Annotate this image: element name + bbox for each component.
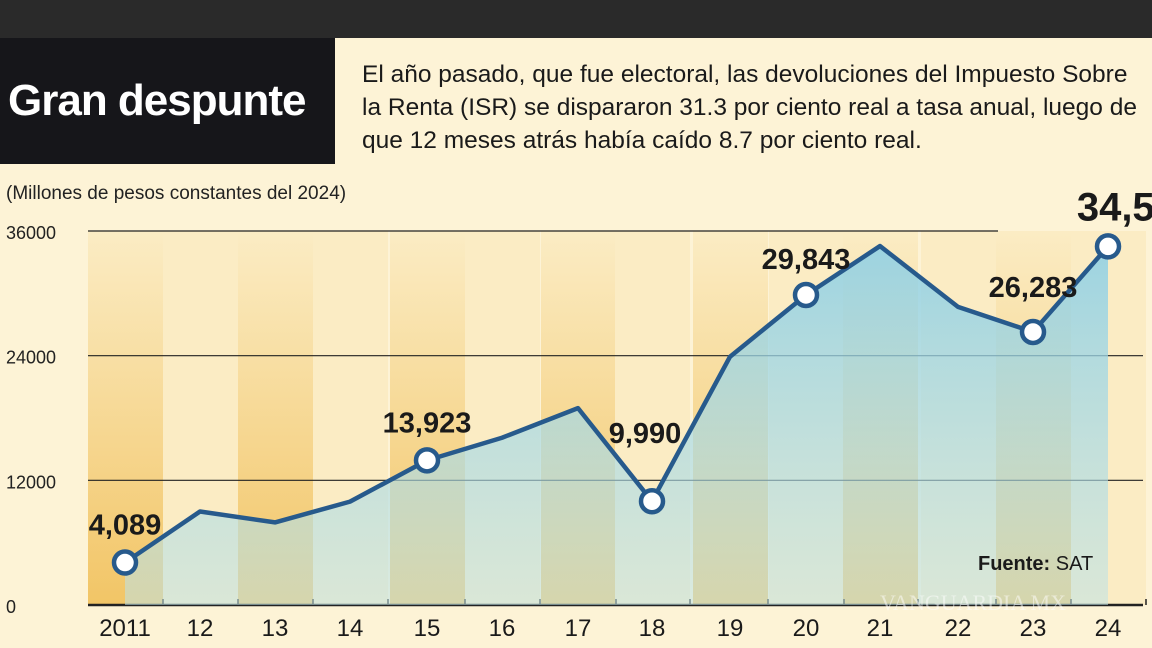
x-tick-label: 23 [1020,615,1047,642]
data-label: 13,923 [383,407,472,439]
data-label: 4,089 [89,510,162,542]
x-tick-label: 15 [414,615,441,642]
x-tick-label: 13 [262,615,289,642]
chart-description: El año pasado, que fue electoral, las de… [362,61,1137,154]
x-tick-label: 16 [489,615,516,642]
x-tick-label: 22 [945,615,972,642]
title-box [0,38,335,164]
x-tick-label: 17 [565,615,592,642]
x-tick-label: 19 [717,615,744,642]
data-point [1019,318,1047,346]
series-line [123,243,1110,565]
x-tick-label: 20 [793,615,820,642]
x-tick-label: 21 [867,615,894,642]
area-fill [125,246,1108,605]
data-label: 34,518 [1077,185,1152,229]
data-point [111,549,139,576]
y-tick-label: 12000 [6,472,56,492]
x-tick-label: 24 [1095,615,1122,642]
chart-title: Gran despunte [8,76,306,125]
x-tick-label: 14 [337,615,364,642]
data-point [638,487,666,515]
source-label: Fuente: [978,553,1050,575]
y-tick-label: 36000 [6,223,56,243]
source-value: SAT [1056,553,1093,575]
data-label: 9,990 [609,418,682,450]
x-tick-label: 12 [187,615,214,642]
top-bar [0,0,1152,38]
data-point [1094,233,1122,260]
source-text: Fuente: SAT [978,553,1093,575]
data-point [413,447,441,474]
y-tick-label: 24000 [6,348,56,368]
watermark: VANGUARDIA MX [880,590,1066,615]
y-tick-label: 0 [6,597,16,617]
data-label: 26,283 [989,272,1078,304]
x-tick-label: 2011 [99,615,151,642]
data-point [792,281,820,309]
y-axis-label: (Millones de pesos constantes del 2024) [6,183,347,204]
x-tick-label: 18 [639,615,666,642]
data-label: 29,843 [762,244,851,276]
